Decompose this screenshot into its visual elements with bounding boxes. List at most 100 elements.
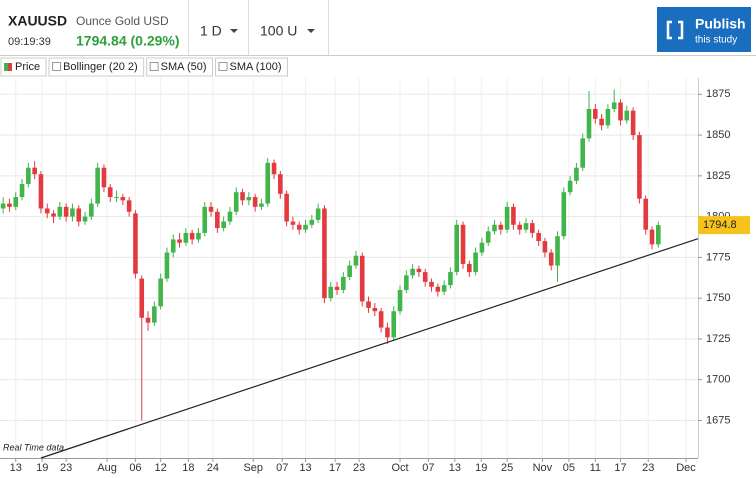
interval[interactable]: 1 D bbox=[200, 23, 222, 39]
publish-button[interactable]: Publish this study bbox=[657, 7, 751, 52]
x-tick-label: 18 bbox=[182, 462, 194, 474]
publish-bg[interactable] bbox=[657, 7, 751, 52]
legend-item[interactable]: Price bbox=[0, 57, 47, 77]
x-tick-label: 11 bbox=[590, 462, 601, 474]
candle-body bbox=[51, 213, 56, 217]
candle-body bbox=[341, 276, 346, 291]
x-tick-label: 13 bbox=[299, 462, 311, 474]
publish-icon bbox=[666, 20, 684, 40]
candle-body bbox=[599, 118, 604, 126]
candle-body bbox=[309, 219, 315, 225]
legend-checkbox bbox=[218, 62, 228, 71]
candle-body bbox=[523, 223, 529, 230]
x-tick-label: 17 bbox=[614, 462, 626, 474]
candle-body bbox=[38, 174, 44, 209]
x-tick-label: 07 bbox=[422, 462, 434, 474]
legend-swatch bbox=[8, 63, 12, 71]
x-tick-label: 24 bbox=[207, 462, 219, 474]
candle-body bbox=[215, 211, 220, 229]
interval-dropdown[interactable]: 1 D bbox=[200, 23, 238, 39]
legend-label: SMA (50) bbox=[161, 61, 207, 73]
candle-body bbox=[208, 206, 214, 212]
candle-body bbox=[145, 317, 151, 323]
candle-body bbox=[404, 275, 409, 291]
candle-body bbox=[170, 239, 176, 253]
candle-body bbox=[82, 216, 88, 222]
candle-body bbox=[126, 200, 132, 212]
publish-sub[interactable]: this study bbox=[695, 35, 737, 46]
candle-body bbox=[385, 327, 390, 338]
units[interactable]: 100 U bbox=[260, 23, 297, 39]
legend-swatch bbox=[4, 63, 8, 71]
candle-body bbox=[271, 162, 277, 175]
candle-body bbox=[649, 229, 655, 245]
trend-line bbox=[40, 238, 699, 459]
candle-body bbox=[334, 286, 340, 291]
candle-body bbox=[378, 311, 384, 328]
candle-body bbox=[391, 311, 397, 338]
legend-checkbox bbox=[52, 62, 62, 71]
candle-body bbox=[158, 278, 163, 307]
candle-body bbox=[183, 232, 189, 243]
x-tick-label: 23 bbox=[60, 462, 72, 474]
toolbar bbox=[0, 0, 756, 56]
candle-body bbox=[290, 221, 296, 225]
dropdown-arrow bbox=[307, 29, 315, 33]
candle-body bbox=[315, 208, 321, 220]
candle-body bbox=[567, 180, 573, 193]
y-tick-label: 1675 bbox=[706, 414, 730, 426]
candle-body bbox=[202, 206, 208, 233]
y-tick-label: 1775 bbox=[706, 251, 730, 263]
legend-item[interactable]: SMA (50) bbox=[146, 57, 214, 77]
legend-item[interactable]: Bollinger (20 2) bbox=[48, 57, 145, 77]
candle-body bbox=[555, 236, 560, 266]
x-tick-label: 07 bbox=[276, 462, 288, 474]
candle-body bbox=[233, 192, 239, 212]
candle-body bbox=[460, 224, 466, 264]
candle-body bbox=[296, 224, 302, 230]
candle-body bbox=[429, 281, 434, 287]
candle-body bbox=[246, 197, 252, 201]
candle-body bbox=[57, 206, 63, 217]
candle-body bbox=[643, 198, 649, 230]
y-tick-label: 1825 bbox=[706, 170, 730, 182]
legend: Price Bollinger (20 2) SMA (50) SMA (100) bbox=[0, 57, 288, 77]
units-dropdown[interactable]: 100 U bbox=[260, 23, 315, 39]
candle-body bbox=[479, 242, 485, 253]
candle-body bbox=[498, 224, 504, 230]
plot: 1675170017251750177518001825185018751319… bbox=[0, 78, 750, 474]
candle-body bbox=[586, 108, 592, 139]
legend-item[interactable]: SMA (100) bbox=[215, 57, 288, 77]
y-tick-label: 1750 bbox=[706, 292, 730, 304]
publish-label[interactable]: Publish bbox=[695, 16, 746, 32]
candle-body bbox=[19, 184, 25, 198]
symbol: XAUUSD bbox=[8, 13, 67, 29]
time: 09:19:39 bbox=[8, 36, 51, 48]
candle-body bbox=[114, 197, 119, 199]
candle-body bbox=[70, 208, 75, 217]
candle-body bbox=[252, 197, 258, 207]
candle-body bbox=[32, 167, 37, 175]
x-tick-label: 17 bbox=[329, 462, 341, 474]
candle-body bbox=[561, 192, 567, 237]
x-tick-label: 05 bbox=[563, 462, 575, 474]
x-tick-label: 19 bbox=[36, 462, 48, 474]
y-tick-label: 1850 bbox=[706, 129, 730, 141]
candle-body bbox=[467, 263, 472, 273]
x-tick-label: Oct bbox=[391, 462, 408, 474]
candle-body bbox=[189, 232, 195, 240]
candle-body bbox=[624, 110, 630, 121]
candle-body bbox=[133, 213, 138, 274]
candle-body bbox=[152, 306, 157, 323]
candle-body bbox=[259, 203, 264, 207]
candle-body bbox=[89, 203, 94, 217]
x-tick-label: Nov bbox=[533, 462, 553, 474]
candle-body bbox=[630, 110, 636, 136]
candle-body bbox=[435, 286, 441, 292]
candle-body bbox=[536, 232, 541, 242]
candle-body bbox=[322, 208, 327, 299]
candle-body bbox=[397, 290, 403, 312]
candle-body bbox=[542, 241, 548, 253]
legend-box bbox=[0, 57, 47, 77]
